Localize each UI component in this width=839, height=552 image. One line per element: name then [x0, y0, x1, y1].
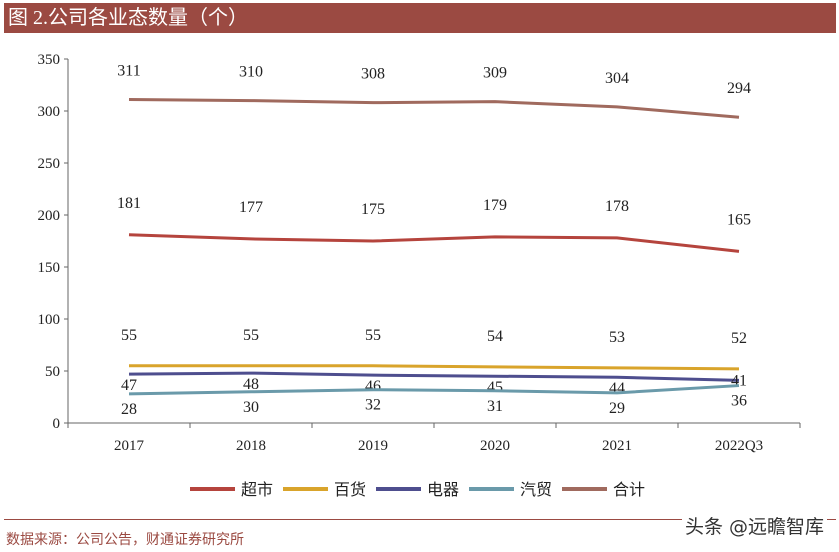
y-tick-label: 300 — [38, 104, 61, 120]
data-label: 47 — [121, 377, 137, 394]
series-line-超市 — [128, 233, 740, 253]
y-tick-label: 350 — [38, 52, 61, 68]
data-label: 308 — [361, 66, 385, 83]
y-tick-label: 100 — [38, 312, 61, 328]
y-tick-label: 150 — [38, 260, 61, 276]
data-label: 311 — [117, 63, 140, 80]
data-label: 46 — [365, 378, 381, 395]
figure-title: 图 2.公司各业态数量（个） — [4, 3, 836, 33]
legend-label: 汽贸 — [520, 481, 552, 499]
x-tick-label: 2019 — [358, 438, 388, 454]
data-label: 179 — [483, 197, 507, 214]
x-tick-label: 2020 — [480, 438, 510, 454]
data-label: 28 — [121, 401, 137, 418]
data-label: 45 — [487, 379, 503, 396]
data-label: 54 — [487, 328, 503, 345]
y-tick-label: 250 — [38, 156, 61, 172]
legend-label: 合计 — [613, 481, 645, 499]
divider — [4, 519, 836, 520]
x-tick-label: 2021 — [602, 438, 632, 454]
data-label: 30 — [243, 399, 259, 416]
legend-label: 电器 — [427, 481, 459, 499]
data-label: 304 — [605, 70, 629, 87]
x-tick-label: 2022Q3 — [715, 438, 763, 454]
data-label: 178 — [605, 198, 629, 215]
legend-label: 百货 — [334, 481, 366, 499]
data-label: 175 — [361, 201, 385, 218]
data-label: 294 — [727, 80, 751, 97]
data-label: 32 — [365, 397, 381, 414]
series-line-汽贸 — [128, 384, 740, 396]
y-tick-label: 200 — [38, 208, 61, 224]
data-label: 181 — [117, 195, 141, 212]
data-label: 55 — [121, 327, 137, 344]
data-label: 55 — [243, 327, 259, 344]
data-label: 55 — [365, 327, 381, 344]
x-tick-label: 2017 — [114, 438, 145, 454]
x-tick-label: 2018 — [236, 438, 266, 454]
data-label: 309 — [483, 65, 507, 82]
data-label: 53 — [609, 329, 625, 346]
legend-label: 超市 — [241, 481, 273, 499]
series-line-百货 — [129, 364, 740, 371]
data-label: 36 — [731, 393, 747, 410]
watermark: 头条 @远瞻智库 — [681, 512, 827, 539]
data-label: 52 — [731, 330, 747, 347]
data-label: 31 — [487, 398, 503, 415]
series-line-电器 — [128, 371, 740, 382]
data-label: 48 — [243, 376, 259, 393]
y-tick-label: 0 — [53, 416, 61, 432]
series-line-合计 — [128, 98, 740, 119]
data-label: 29 — [609, 400, 625, 417]
data-label: 44 — [609, 380, 625, 397]
source-note: 数据来源：公司公告，财通证券研究所 — [6, 533, 244, 548]
data-label: 165 — [727, 211, 751, 228]
data-label: 310 — [239, 64, 263, 81]
data-label: 177 — [239, 199, 263, 216]
y-tick-label: 50 — [45, 364, 60, 380]
